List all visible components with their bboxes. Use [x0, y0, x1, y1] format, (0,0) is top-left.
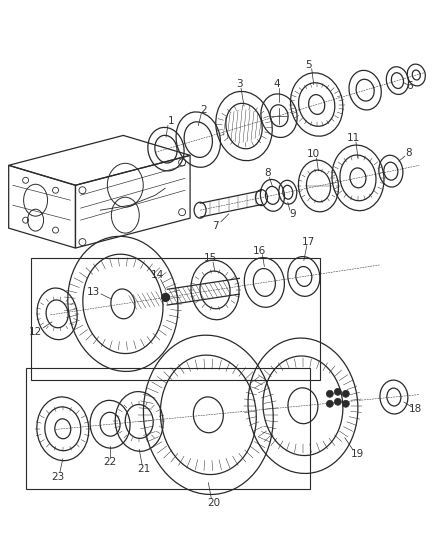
Text: 2: 2: [199, 104, 206, 115]
Text: 14: 14: [151, 270, 164, 280]
Text: 15: 15: [203, 253, 216, 263]
Text: 7: 7: [212, 221, 219, 231]
Circle shape: [161, 293, 169, 301]
Text: 3: 3: [235, 79, 242, 89]
Text: 23: 23: [51, 472, 64, 482]
Text: 8: 8: [264, 168, 270, 179]
Text: 13: 13: [86, 287, 99, 297]
Text: 10: 10: [306, 149, 319, 159]
Text: 20: 20: [206, 497, 219, 507]
Text: 11: 11: [346, 133, 359, 143]
Circle shape: [334, 398, 340, 405]
Circle shape: [325, 390, 332, 397]
Text: 12: 12: [28, 327, 42, 337]
Circle shape: [342, 390, 349, 397]
Text: 19: 19: [350, 449, 364, 458]
Circle shape: [334, 389, 340, 395]
Text: 22: 22: [103, 457, 117, 467]
Text: 5: 5: [305, 60, 311, 70]
Circle shape: [342, 400, 349, 407]
Text: 1: 1: [167, 116, 174, 126]
Text: 4: 4: [273, 79, 280, 89]
Text: 6: 6: [405, 80, 412, 91]
Text: 17: 17: [301, 237, 315, 247]
Text: 16: 16: [252, 246, 265, 255]
Text: 21: 21: [137, 464, 151, 474]
Text: 9: 9: [289, 209, 295, 219]
Circle shape: [325, 400, 332, 407]
Text: 18: 18: [408, 404, 421, 414]
Text: 8: 8: [405, 148, 411, 158]
